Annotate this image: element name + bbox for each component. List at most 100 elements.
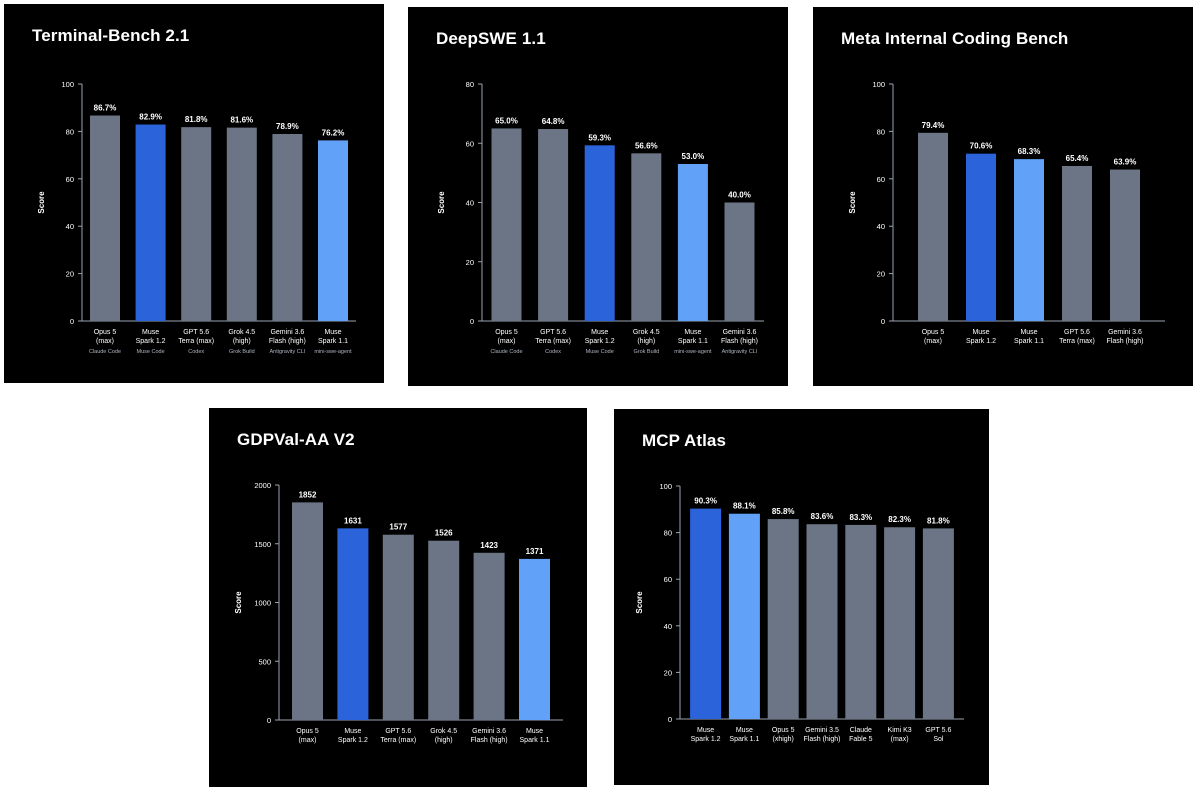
gdpval-chart: 0 500 1000 1500 2000 Score 1852 Opus 5 (max) 1631… (234, 481, 563, 744)
x-tick-label: Opus 5 (296, 728, 319, 735)
x-tick-label: Sol (933, 736, 944, 743)
x-tick-label: (max) (96, 338, 114, 345)
bar (724, 202, 755, 321)
bar (966, 153, 996, 321)
mcp-atlas-panel: MCP Atlas 0 20 40 60 80 100 Score 90.3% Muse Spar… (614, 409, 989, 785)
bar (226, 127, 257, 321)
bar (473, 552, 505, 720)
y-axis-label: Score (848, 191, 857, 214)
y-tick-label: 80 (66, 127, 74, 136)
y-tick-label: 0 (470, 317, 474, 326)
y-axis-label: Score (437, 191, 446, 214)
chart-title: MCP Atlas (642, 431, 727, 450)
bar (690, 508, 722, 719)
x-tick-label: Muse (1020, 329, 1037, 336)
bar-value-label: 1852 (299, 490, 317, 499)
y-tick-label: 20 (877, 270, 885, 279)
x-tick-sublabel: Muse Code (137, 349, 165, 355)
y-tick-label: 40 (664, 622, 672, 631)
bar-value-label: 86.7% (94, 104, 117, 113)
x-tick-label: (max) (299, 737, 317, 744)
x-tick-label: GPT 5.6 (183, 329, 209, 336)
chart-title: GDPVal-AA V2 (237, 430, 355, 449)
terminal-bench-panel: Terminal-Bench 2.1 0 20 40 60 80 100 Score 86.7… (4, 4, 384, 383)
y-tick-label: 80 (466, 80, 474, 89)
bar (728, 513, 760, 719)
bar-value-label: 82.9% (139, 113, 162, 122)
bar-value-label: 88.1% (733, 502, 756, 511)
x-tick-label: Gemini 3.5 (805, 727, 839, 734)
x-tick-label: Flash (high) (721, 338, 758, 345)
y-tick-label: 40 (66, 222, 74, 231)
y-tick-label: 100 (659, 482, 672, 491)
chart-title: DeepSWE 1.1 (436, 29, 546, 48)
x-tick-label: Kimi K3 (888, 727, 912, 734)
y-tick-label: 0 (881, 317, 885, 326)
bar (884, 527, 916, 719)
x-tick-label: Flash (high) (804, 736, 841, 743)
bar-value-label: 68.3% (1018, 147, 1041, 156)
x-tick-label: Flash (high) (1107, 338, 1144, 345)
x-tick-label: (max) (891, 736, 909, 743)
x-tick-label: Fable 5 (849, 736, 872, 743)
bar-value-label: 64.8% (542, 117, 565, 126)
bar-value-label: 63.9% (1114, 158, 1137, 167)
bar (584, 145, 615, 321)
bar-value-label: 81.8% (185, 115, 208, 124)
bar (181, 127, 212, 321)
y-tick-label: 20 (466, 258, 474, 267)
x-tick-label: Claude (850, 727, 872, 734)
x-tick-sublabel: Antigravity CLI (270, 349, 306, 355)
bar-value-label: 81.6% (230, 116, 253, 125)
x-tick-label: Muse (324, 329, 341, 336)
x-tick-label: Terra (max) (535, 338, 571, 345)
x-tick-label: Terra (max) (1059, 338, 1095, 345)
bar (538, 129, 569, 321)
bar (918, 132, 948, 321)
bar (1014, 159, 1044, 321)
bar (1062, 166, 1092, 321)
x-tick-label: (high) (233, 338, 251, 345)
x-tick-label: Spark 1.2 (338, 737, 368, 744)
deepswe-panel: DeepSWE 1.1 0 20 40 60 80 Score 65.0% Opus 5 (ma… (408, 7, 788, 386)
bar (631, 153, 662, 321)
bar (135, 124, 166, 321)
bar-value-label: 83.6% (811, 512, 834, 521)
x-tick-label: Spark 1.2 (585, 338, 615, 345)
terminal-bench-chart: 0 20 40 60 80 100 Score 86.7% Opus 5 (max) Claude … (37, 80, 356, 355)
x-tick-label: Gemini 3.6 (472, 728, 506, 735)
x-tick-label: Terra (max) (178, 338, 214, 345)
bar (845, 524, 877, 719)
y-tick-label: 1500 (254, 540, 271, 549)
x-tick-sublabel: Codex (188, 349, 204, 355)
x-tick-label: Muse (142, 329, 159, 336)
x-tick-label: Spark 1.2 (136, 338, 166, 345)
bar (272, 134, 303, 321)
x-tick-label: Opus 5 (495, 329, 518, 336)
x-tick-label: GPT 5.6 (385, 728, 411, 735)
bar (292, 502, 323, 720)
x-tick-label: Flash (high) (269, 338, 306, 345)
bar-value-label: 1631 (344, 516, 362, 525)
bar (677, 163, 708, 321)
y-tick-label: 1000 (254, 599, 271, 608)
y-tick-label: 0 (668, 715, 672, 724)
x-tick-label: Spark 1.1 (520, 737, 550, 744)
x-tick-label: Muse (526, 728, 543, 735)
bar-value-label: 76.2% (322, 128, 345, 137)
bar (519, 558, 550, 720)
bar-value-label: 1526 (435, 529, 453, 538)
x-tick-label: (max) (924, 338, 942, 345)
bar (337, 528, 369, 720)
y-tick-label: 0 (267, 716, 271, 725)
bar (428, 540, 460, 720)
bar-value-label: 1423 (480, 541, 498, 550)
x-tick-label: Grok 4.5 (430, 728, 457, 735)
bar-value-label: 82.3% (888, 515, 911, 524)
x-tick-label: Gemini 3.6 (270, 329, 304, 336)
x-tick-label: Opus 5 (94, 329, 117, 336)
x-tick-sublabel: Grok Build (229, 349, 255, 355)
bar (922, 528, 954, 719)
bar-value-label: 78.9% (276, 122, 299, 131)
mcp-atlas-chart: 0 20 40 60 80 100 Score 90.3% Muse Spark 1.2 88.1%… (635, 482, 964, 743)
